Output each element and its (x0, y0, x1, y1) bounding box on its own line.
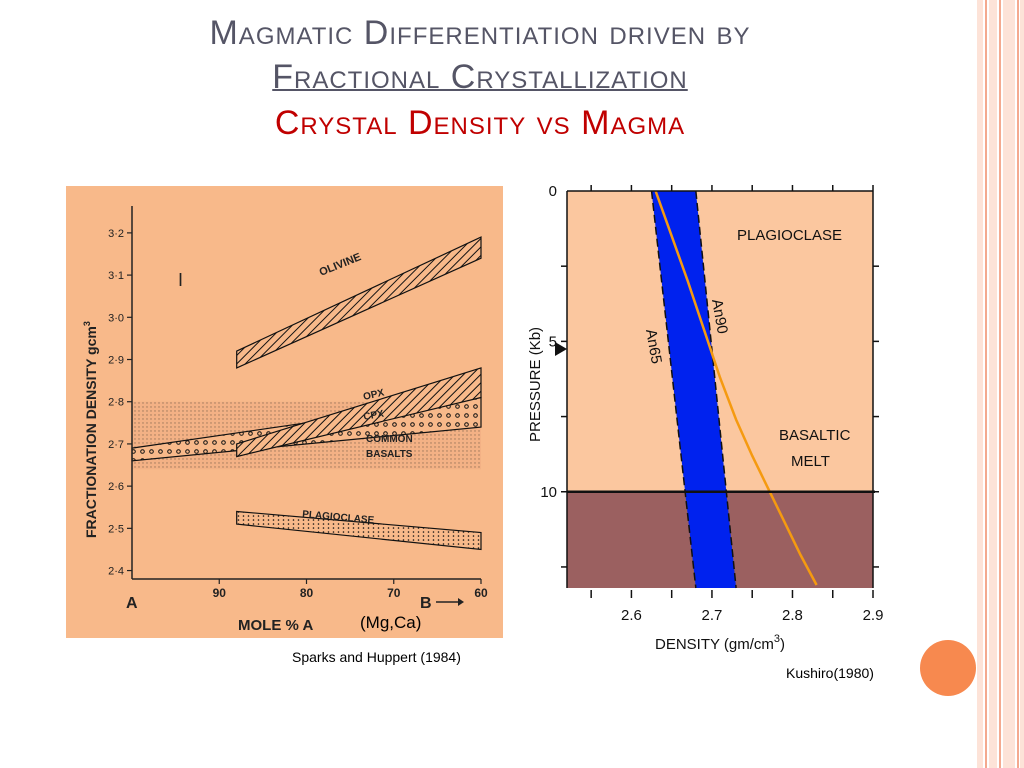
right-x-tick-label: 2.6 (621, 607, 642, 624)
label-an90: An90 (708, 298, 731, 335)
b-arrowhead-icon (458, 598, 464, 606)
band-label-cpx: CPX (363, 408, 385, 422)
right-xlabel-close: ) (780, 636, 785, 652)
left-y-tick-label: 2·4 (108, 566, 124, 578)
band-plagioclase (236, 510, 482, 551)
right-xlabel-sup: 3 (774, 633, 780, 645)
left-xaxis-title: MOLE % A (238, 617, 313, 634)
left-caption: Sparks and Huppert (1984) (292, 649, 461, 665)
slide-title-line2-text: Fractional Crystallization (272, 58, 688, 96)
left-y-tick-label: 3·1 (108, 270, 124, 282)
left-figure-panel: 2·4 2·5 2·6 2·7 2·8 2·9 3·0 3·1 3·2 90 80 70 60 I OL… (66, 186, 503, 638)
right-caption: Kushiro(1980) (786, 665, 874, 681)
right-x-tick-label: 2.9 (863, 607, 884, 624)
left-x-tick-label: 70 (387, 586, 401, 600)
right-x-tick-label: 2.7 (702, 607, 723, 624)
an65-line (650, 190, 697, 589)
an90-line (695, 190, 737, 589)
band-label-common: COMMON (366, 434, 413, 445)
right-y-tick-label: 10 (540, 484, 557, 501)
left-x-tick-label: 60 (474, 586, 488, 600)
left-y-tick-label: 2·5 (108, 523, 124, 535)
left-chart: 2·4 2·5 2·6 2·7 2·8 2·9 3·0 3·1 3·2 90 80 70 60 I OL… (82, 206, 488, 634)
left-y-tick-label: 2·8 (108, 397, 124, 409)
band-opx (236, 367, 482, 458)
right-ylabel: PRESSURE (Kb) (527, 327, 544, 442)
mgca-annotation: (Mg,Ca) (360, 613, 421, 632)
plagioclase-band (651, 191, 737, 588)
left-y-tick-label: 3·0 (108, 312, 124, 324)
basaltic-melt-line (654, 190, 818, 586)
slide-subtitle: Crystal Density vs Magma (274, 104, 686, 142)
left-ylabel-text: FRACTIONATION DENSITY gcm (83, 326, 99, 538)
left-y-tick-label: 2·7 (108, 439, 124, 451)
right-xlabel-text: DENSITY (gm/cm (655, 636, 774, 652)
left-y-tick-label: 3·2 (108, 228, 124, 240)
slide-title-line1: Magmatic Differentiation driven by (209, 14, 751, 52)
pressure-pointer-icon (555, 342, 567, 356)
label-an65: An65 (642, 328, 665, 365)
left-y-tick-label: 2·6 (108, 481, 124, 493)
right-xlabel: DENSITY (gm/cm3) (655, 633, 785, 652)
label-melt: MELT (791, 453, 830, 470)
right-y-tick-label: 5 (549, 333, 557, 350)
accent-circle (920, 640, 976, 696)
left-x-tick-label: 90 (213, 586, 227, 600)
left-x-tick-label: 80 (300, 586, 314, 600)
band-label-basalts: BASALTS (366, 449, 413, 460)
decorative-stripes (977, 0, 1024, 768)
slide-title-line2: Fractional Crystallization (0, 58, 960, 97)
band-olivine (236, 236, 482, 369)
left-xaxis-a: A (126, 595, 138, 612)
right-x-tick-label: 2.8 (782, 607, 803, 624)
right-chart: 2.6 2.7 2.8 2.9 0 5 10 PLAGIOCLASE BASALTIC ME… (527, 183, 884, 652)
left-ylabel: FRACTIONATION DENSITY gcm3 (82, 321, 99, 538)
left-xaxis-b: B (420, 595, 432, 612)
band-label-opx: OPX (362, 387, 385, 403)
left-y-tick-label: 2·9 (108, 355, 124, 367)
region-label: I (178, 270, 183, 290)
label-basaltic: BASALTIC (779, 427, 851, 444)
band-label-olivine: OLIVINE (318, 251, 363, 279)
left-ylabel-sup: 3 (82, 321, 92, 326)
label-plagioclase: PLAGIOCLASE (737, 227, 842, 244)
right-y-tick-label: 0 (549, 183, 557, 200)
